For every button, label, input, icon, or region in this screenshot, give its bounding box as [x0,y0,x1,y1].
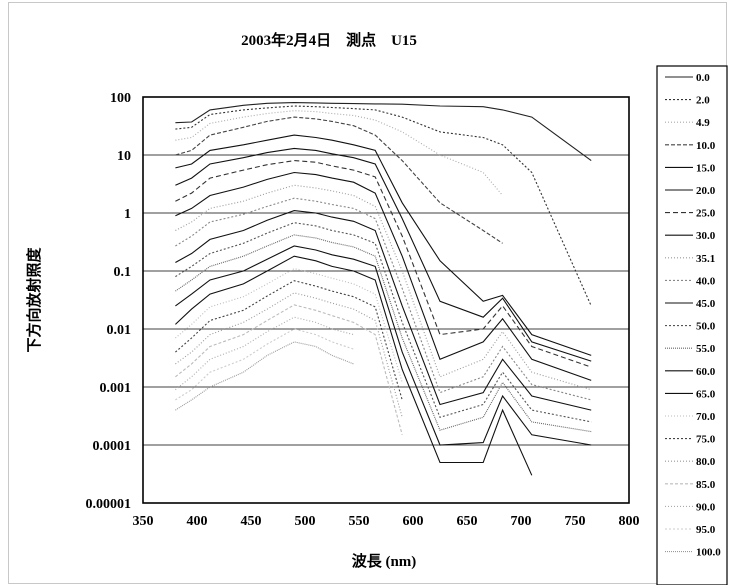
x-tick-label: 750 [565,514,586,529]
series-line [175,268,403,383]
y-tick-label: 0.01 [107,323,132,338]
legend-label: 65.0 [696,388,716,400]
series-line [175,197,592,401]
series-line [175,116,503,244]
x-tick-label: 700 [511,514,532,529]
legend-label: 40.0 [696,275,716,287]
legend-label: 15.0 [696,162,716,174]
legend-label: 85.0 [696,479,716,491]
legend-label: 50.0 [696,321,716,333]
legend-label: 30.0 [696,230,716,242]
legend-label: 2.0 [696,95,710,107]
series-line [175,234,592,433]
series-line [175,255,533,476]
y-tick-label: 0.1 [114,265,132,280]
legend-label: 90.0 [696,501,716,513]
legend-items: 0.0 2.0 4.9 10.0 15.0 20.0 25.0 30.0 35.1 40.0 45.… [665,72,721,559]
series-line [175,134,592,356]
legend-label: 4.9 [696,117,710,129]
y-tick-label: 10 [117,149,131,164]
legend-label: 55.0 [696,343,716,355]
legend-label: 100.0 [696,547,721,559]
series-line [175,110,504,196]
series-line [175,245,592,446]
y-tick-label: 0.0001 [93,439,132,454]
plot-area [142,96,630,504]
chart: 2003年2月4日 測点 U15 100 10 1 0.1 0.01 0.001 0.000… [25,31,728,585]
x-tick-label: 800 [619,514,640,529]
series-line [175,105,592,307]
x-tick-label: 500 [295,514,316,529]
y-tick-labels: 100 10 1 0.1 0.01 0.001 0.0001 0.00001 [86,91,132,512]
y-tick-label: 1 [124,207,131,222]
series-line [175,184,592,391]
x-tick-labels: 350 400 450 500 550 600 650 700 750 800 [133,514,640,529]
x-tick-label: 650 [457,514,478,529]
legend: 0.0 2.0 4.9 10.0 15.0 20.0 25.0 30.0 35.1 40.0 45.… [656,65,728,585]
x-tick-label: 400 [187,514,208,529]
legend-label: 70.0 [696,411,716,423]
y-tick-label: 0.00001 [86,497,132,512]
x-tick-label: 600 [403,514,424,529]
chart-frame: 2003年2月4日 測点 U15 100 10 1 0.1 0.01 0.001 0.000… [8,2,728,585]
legend-label: 80.0 [696,456,716,468]
legend-label: 35.1 [696,253,715,265]
series-line [175,102,592,162]
series-line [175,160,592,368]
y-tick-label: 100 [110,91,131,106]
y-tick-label: 0.001 [100,381,132,396]
series-line [175,280,403,401]
legend-label: 45.0 [696,298,716,310]
series-line [175,328,354,401]
x-tick-label: 450 [241,514,262,529]
series-line [175,147,592,362]
series-line [175,304,403,435]
legend-label: 25.0 [696,208,716,220]
legend-box [656,65,728,585]
legend-label: 95.0 [696,524,716,536]
x-tick-label: 550 [349,514,370,529]
series-line [175,210,592,411]
legend-label: 20.0 [696,185,716,197]
series-line [175,341,354,411]
chart-title: 2003年2月4日 測点 U15 [241,31,417,49]
legend-label: 60.0 [696,366,716,378]
legend-label: 75.0 [696,434,716,446]
x-axis-label: 波長 (nm) [352,552,417,570]
x-tick-label: 350 [133,514,154,529]
series-line [175,171,592,381]
y-axis-label: 下方向放射照度 [25,247,43,353]
series-line [175,222,592,423]
series-line [175,292,403,418]
legend-label: 10.0 [696,140,716,152]
series-lines [175,102,592,476]
legend-label: 0.0 [696,72,710,84]
series-line [175,316,354,391]
